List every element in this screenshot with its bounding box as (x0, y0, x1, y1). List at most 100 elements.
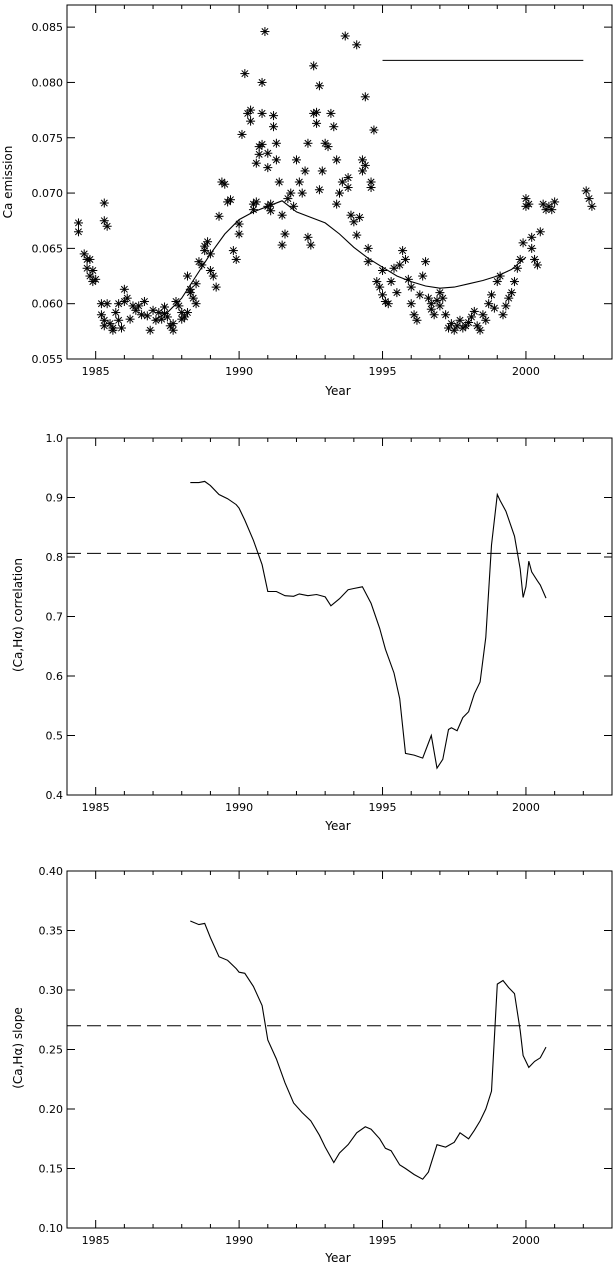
data-point (234, 219, 244, 229)
asterisk-stroke (344, 174, 352, 182)
asterisk-stroke (304, 139, 312, 147)
asterisk-stroke (416, 291, 424, 299)
asterisk-stroke (215, 212, 223, 220)
y-tick-label: 0.20 (39, 1103, 64, 1116)
asterisk-stroke (267, 207, 275, 215)
asterisk-stroke (235, 230, 243, 238)
data-point (246, 105, 256, 115)
data-point (139, 296, 149, 306)
asterisk-stroke (361, 93, 369, 101)
asterisk-stroke (344, 184, 352, 192)
asterisk-stroke (490, 304, 498, 312)
x-tick-label: 2000 (512, 1234, 540, 1247)
data-point (251, 197, 261, 207)
data-point (257, 77, 267, 87)
asterisk-stroke (410, 311, 418, 319)
data-point (355, 212, 365, 222)
asterisk-stroke (192, 300, 200, 308)
asterisk-stroke (379, 291, 387, 299)
y-tick-label: 0.080 (32, 76, 64, 89)
asterisk-stroke (430, 311, 438, 319)
asterisk-stroke (335, 189, 344, 197)
asterisk-stroke (473, 322, 481, 330)
data-point (326, 108, 336, 118)
y-tick-label: 0.40 (39, 865, 64, 878)
asterisk-stroke (292, 156, 300, 164)
data-point (231, 254, 241, 264)
asterisk-stroke (272, 139, 280, 147)
asterisk-stroke (516, 255, 524, 263)
data-point (323, 142, 333, 152)
y-tick-label: 0.9 (46, 492, 64, 505)
y-tick-label: 0.10 (39, 1222, 64, 1235)
data-point (134, 301, 144, 311)
data-point (297, 188, 307, 198)
asterisk-stroke (330, 123, 338, 131)
data-point (363, 243, 373, 253)
asterisk-stroke (247, 117, 255, 125)
data-point (335, 188, 344, 198)
asterisk-stroke (456, 316, 464, 324)
panel-correlation: Year (Ca,Hα) correlation 1985 1990 1995 200… (11, 432, 613, 833)
data-point (291, 155, 301, 165)
y-tick-label: 0.5 (46, 730, 64, 743)
asterisk-stroke (287, 189, 295, 197)
asterisk-stroke (439, 294, 447, 302)
asterisk-stroke (169, 326, 177, 334)
asterisk-stroke (582, 187, 590, 195)
data-point (337, 177, 347, 187)
asterisk-stroke (252, 159, 260, 167)
data-point (332, 155, 342, 165)
asterisk-stroke (74, 228, 82, 236)
asterisk-stroke (447, 320, 455, 328)
data-point (527, 243, 537, 253)
asterisk-stroke (364, 244, 372, 252)
y-tick-label: 0.055 (32, 353, 64, 366)
data-point (188, 293, 198, 303)
data-point (122, 293, 132, 303)
data-point (352, 40, 362, 50)
asterisk-stroke (436, 302, 444, 310)
asterisk-stroke (183, 309, 191, 317)
asterisk-stroke (333, 156, 341, 164)
data-point (317, 166, 327, 176)
data-point (114, 315, 124, 325)
asterisk-stroke (204, 238, 212, 246)
asterisk-stroke (444, 324, 453, 332)
asterisk-stroke (201, 247, 209, 255)
asterisk-stroke (272, 156, 280, 164)
data-point (314, 81, 324, 91)
data-point (415, 290, 425, 300)
y-tick-label: 0.35 (39, 925, 64, 938)
data-point (168, 325, 178, 335)
asterisk-stroke (315, 82, 323, 90)
asterisk-stroke (86, 255, 94, 263)
asterisk-stroke (510, 278, 518, 286)
asterisk-stroke (109, 326, 117, 334)
data-point (312, 107, 322, 117)
data-point (251, 158, 261, 168)
asterisk-stroke (155, 309, 163, 317)
asterisk-stroke (533, 261, 541, 269)
asterisk-stroke (270, 112, 278, 120)
y-axis-label: Ca emission (1, 146, 15, 219)
x-tick-label: 1985 (82, 365, 110, 378)
asterisk-stroke (100, 217, 108, 225)
asterisk-stroke (278, 211, 286, 219)
asterisk-stroke (132, 306, 140, 314)
asterisk-stroke (74, 219, 82, 227)
asterisk-stroke (479, 311, 487, 319)
data-point (527, 232, 537, 242)
asterisk-stroke (513, 264, 521, 272)
data-point (550, 197, 560, 207)
asterisk-stroke (505, 294, 513, 302)
asterisk-stroke (138, 311, 146, 319)
y-tick-label: 0.075 (32, 132, 64, 145)
asterisk-stroke (284, 195, 292, 203)
asterisk-stroke (103, 300, 111, 308)
data-point (375, 282, 385, 292)
data-point (366, 177, 376, 187)
y-tick-label: 0.085 (32, 21, 64, 34)
asterisk-stroke (181, 313, 189, 321)
